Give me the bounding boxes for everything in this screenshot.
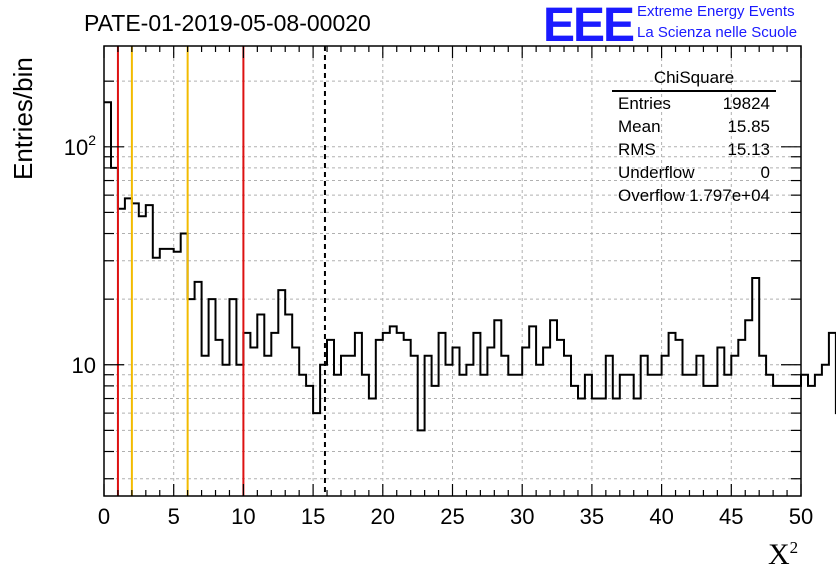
x-tick-label: 50 xyxy=(789,504,813,529)
stats-box: ChiSquare Entries 19824 Mean 15.85 RMS 1… xyxy=(612,66,778,207)
stats-row-entries: Entries 19824 xyxy=(612,92,778,115)
stats-row-overflow: Overflow 1.797e+04 xyxy=(612,184,778,207)
x-tick-label: 45 xyxy=(719,504,743,529)
x-tick-label: 25 xyxy=(440,504,464,529)
histogram-outline xyxy=(104,101,836,432)
y-tick-label: 102 xyxy=(64,132,96,160)
x-tick-label: 20 xyxy=(371,504,395,529)
stat-name: Entries xyxy=(618,94,671,113)
logo-caption-line1: Extreme Energy Events xyxy=(637,3,795,20)
x-tick-label: 5 xyxy=(168,504,180,529)
x-tick-label: 35 xyxy=(580,504,604,529)
x-tick-label: 15 xyxy=(301,504,325,529)
stat-name: Mean xyxy=(618,117,661,136)
stats-title: ChiSquare xyxy=(612,66,776,92)
stat-name: RMS xyxy=(618,140,656,159)
logo-caption-line2: La Scienza nelle Scuole xyxy=(637,24,798,41)
y-axis-label: Entries/bin xyxy=(8,57,38,180)
stat-name: Underflow xyxy=(618,163,695,182)
stat-value: 0 xyxy=(760,163,770,182)
stat-name: Overflow xyxy=(618,186,686,205)
x-axis-label: X2 xyxy=(768,538,799,571)
stat-value: 1.797e+04 xyxy=(689,186,770,205)
plot-title: PATE-01-2019-05-08-00020 xyxy=(84,10,371,36)
x-tick-label: 40 xyxy=(649,504,673,529)
stats-row-mean: Mean 15.85 xyxy=(612,115,778,138)
stat-value: 15.85 xyxy=(727,117,770,136)
stat-value: 19824 xyxy=(722,94,770,113)
x-tick-label: 10 xyxy=(231,504,255,529)
stats-row-underflow: Underflow 0 xyxy=(612,161,778,184)
x-tick-label: 0 xyxy=(98,504,110,529)
y-tick-label: 10 xyxy=(72,353,96,378)
eee-logo: EEE xyxy=(543,0,635,52)
stat-value: 15.13 xyxy=(727,140,770,159)
stats-row-rms: RMS 15.13 xyxy=(612,138,778,161)
x-tick-label: 30 xyxy=(510,504,534,529)
